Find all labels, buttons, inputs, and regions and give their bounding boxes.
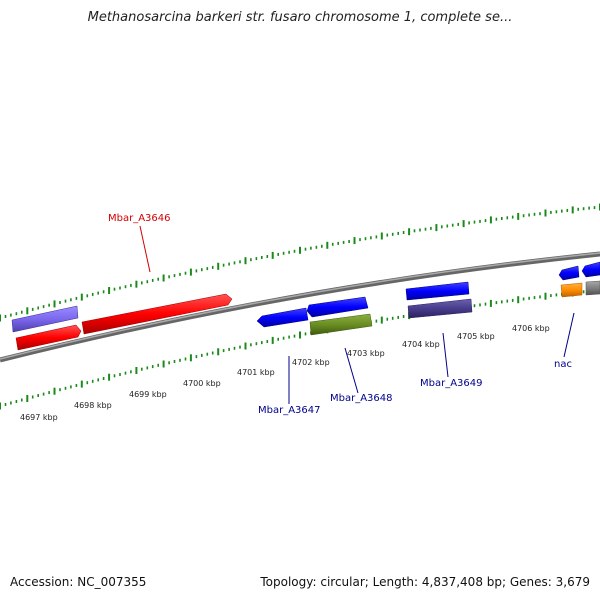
gene-feature-blue-2[interactable] xyxy=(306,296,369,318)
gene-label-mbar-a3648[interactable]: Mbar_A3648 xyxy=(330,393,393,404)
gene-feature-gray[interactable] xyxy=(585,280,600,296)
tick-label-4700: 4700 kbp xyxy=(183,379,221,388)
tick-label-4697: 4697 kbp xyxy=(20,413,58,422)
gene-feature-blue-4[interactable] xyxy=(558,265,580,281)
gene-label-nac[interactable]: nac xyxy=(554,359,572,370)
tick-label-4699: 4699 kbp xyxy=(129,390,167,399)
tick-label-4704: 4704 kbp xyxy=(402,340,440,349)
leader-line-mbar-a3649 xyxy=(442,332,449,378)
gene-feature-mbar-a3648[interactable] xyxy=(309,313,373,336)
tick-label-4705: 4705 kbp xyxy=(457,332,495,341)
gene-feature-mbar-a3649[interactable] xyxy=(407,298,473,319)
tick-label-4698: 4698 kbp xyxy=(74,401,112,410)
tick-label-4703: 4703 kbp xyxy=(347,349,385,358)
inner-tick-ring xyxy=(0,286,600,410)
tick-label-4702: 4702 kbp xyxy=(292,358,330,367)
chromosome-backbone-highlight xyxy=(0,252,600,360)
gene-feature-blue-3[interactable] xyxy=(405,281,470,301)
leader-line-mbar-a3648 xyxy=(344,347,359,394)
gene-label-mbar-a3646[interactable]: Mbar_A3646 xyxy=(108,213,171,224)
genome-summary-text: Topology: circular; Length: 4,837,408 bp… xyxy=(260,575,590,589)
tick-label-4701: 4701 kbp xyxy=(237,368,275,377)
accession-text: Accession: NC_007355 xyxy=(10,575,147,589)
gene-label-mbar-a3647[interactable]: Mbar_A3647 xyxy=(258,405,321,416)
gene-feature-blue-5[interactable] xyxy=(581,261,600,278)
gene-label-mbar-a3649[interactable]: Mbar_A3649 xyxy=(420,378,483,389)
chromosome-backbone xyxy=(0,251,600,363)
gene-feature-nac[interactable] xyxy=(560,282,583,298)
gene-feature-purple-1[interactable] xyxy=(11,305,79,333)
tick-label-4706: 4706 kbp xyxy=(512,324,550,333)
gene-feature-mbar-a3646[interactable] xyxy=(81,293,233,335)
leader-line-nac xyxy=(563,312,575,358)
gene-feature-red-lower[interactable] xyxy=(15,324,82,351)
outer-tick-ring xyxy=(0,203,600,322)
leader-line-mbar-a3646 xyxy=(139,225,151,273)
map-title: Methanosarcina barkeri str. fusaro chrom… xyxy=(87,10,513,25)
gene-feature-mbar-a3647[interactable] xyxy=(256,307,309,328)
